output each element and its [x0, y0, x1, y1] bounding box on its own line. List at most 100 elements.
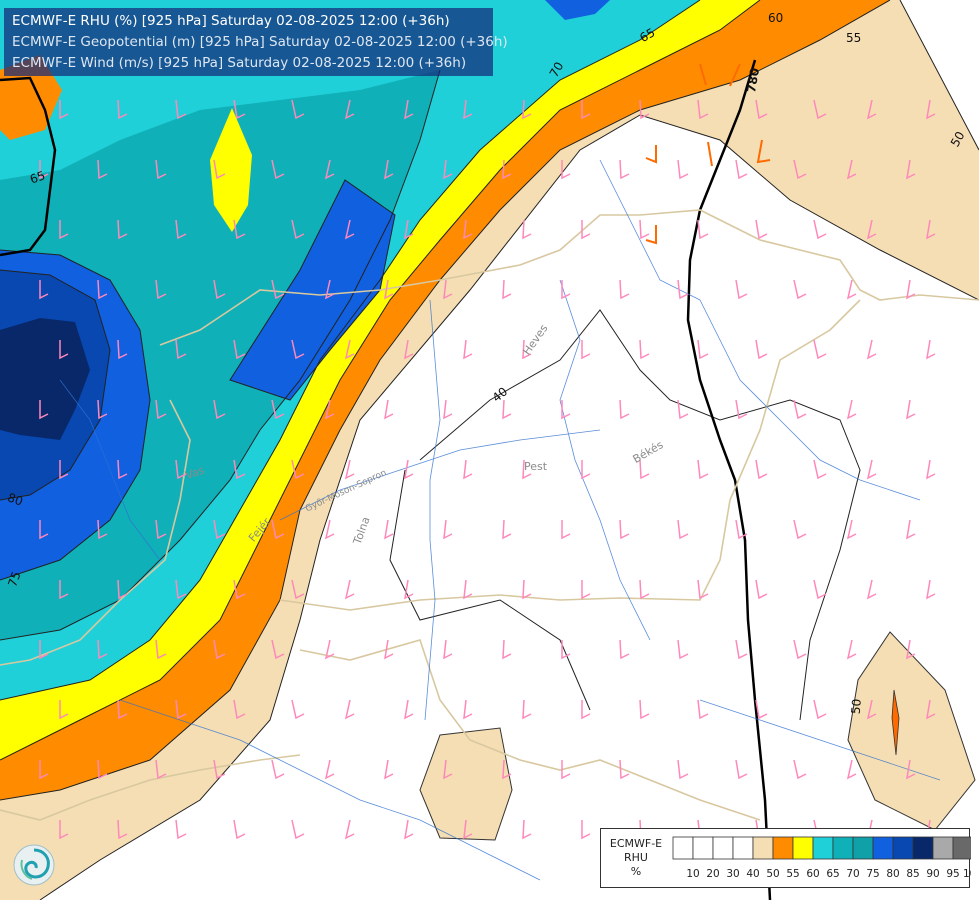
wind-barb-22	[384, 159, 394, 180]
wind-barb-160	[59, 700, 69, 720]
wind-barb-155	[677, 639, 689, 660]
legend-tick-55: 55	[786, 868, 799, 880]
wind-barb-2	[175, 99, 187, 120]
legend-tick-95: 95	[946, 868, 959, 880]
wind-barb-57	[561, 280, 571, 300]
wind-barb-180	[271, 759, 285, 780]
wind-barb-8	[522, 99, 532, 120]
wind-barb-60	[735, 279, 748, 300]
wind-barb-137	[581, 580, 591, 600]
geopotential-line-northwest	[0, 76, 57, 257]
wind-barb-139	[697, 579, 709, 600]
legend-tick-85: 85	[906, 868, 919, 880]
wind-barb-152	[502, 639, 512, 660]
legend-tick-40: 40	[746, 868, 759, 880]
wind-barb-158	[846, 639, 857, 660]
rh-band-50-south	[419, 727, 513, 841]
region-label-heves: Heves	[520, 322, 550, 358]
wind-barb-42	[639, 219, 650, 240]
geopotential-label-780: 780	[744, 67, 762, 94]
admin-borders	[0, 209, 979, 821]
legend-swatch-4	[752, 836, 774, 860]
wind-barb-65	[117, 339, 128, 360]
wind-barb-98	[175, 459, 187, 480]
wind-barb-148	[271, 639, 285, 660]
wind-barb-110	[866, 459, 877, 480]
wind-barb-12	[755, 99, 768, 120]
wind-barb-77	[813, 339, 827, 360]
wind-barb-63	[906, 279, 916, 300]
wind-barb-140	[755, 579, 768, 600]
wind-barb-172	[755, 699, 768, 720]
rh-band-75-northtop	[545, 0, 610, 20]
wind-barb-182	[384, 759, 394, 780]
wind-barb-145	[97, 639, 108, 660]
wind-barb-179	[213, 759, 226, 780]
wind-barbs-orange	[645, 63, 771, 245]
wind-barb-162	[175, 699, 187, 720]
wind-barb-36	[291, 219, 305, 240]
wind-barb-154	[619, 639, 630, 660]
wind-barb-51	[213, 279, 226, 300]
wind-barb-105	[581, 460, 591, 480]
wind-barb-112	[39, 520, 49, 540]
wind-barb-52	[271, 279, 285, 300]
wind-barb-166	[404, 699, 414, 720]
contour-label-50: 50	[948, 129, 968, 149]
wind-barb-20	[271, 159, 285, 180]
wind-barb-64	[59, 340, 69, 360]
legend-tick-70: 70	[846, 868, 859, 880]
legend-labels: ECMWF-E RHU %	[605, 837, 667, 879]
wind-barb-176	[39, 760, 49, 780]
logo-swirl-inner-icon	[20, 859, 33, 880]
legend-swatch-8	[832, 836, 854, 860]
wind-barb-134	[404, 579, 414, 600]
wind-barb-187	[677, 759, 689, 780]
wind-barb-99	[233, 459, 246, 480]
wind-barb-100	[291, 459, 305, 480]
wind-barb-39	[463, 219, 473, 240]
wind-barb-173	[813, 699, 827, 720]
wind-barb-41	[581, 220, 591, 240]
wind-barb-146	[155, 639, 167, 660]
wind-barb-198	[404, 819, 414, 840]
wind-barb-94	[846, 399, 857, 420]
contour-label-80: 80	[6, 490, 25, 508]
wind-barb-109	[813, 459, 827, 480]
wind-barb-43	[697, 219, 709, 240]
wind-barb-116	[271, 519, 285, 540]
wind-barb-132	[291, 579, 305, 600]
legend-swatch-2	[712, 836, 734, 860]
wind-barb-44	[755, 219, 768, 240]
wind-barb-87	[443, 399, 453, 420]
wind-barb-143	[926, 579, 936, 600]
ecmwf-logo	[13, 844, 55, 886]
wind-barb-104	[522, 459, 532, 480]
wind-barb-79	[926, 339, 936, 360]
legend-swatch-14	[952, 836, 971, 860]
contour-label-50b: 50	[849, 698, 864, 714]
wind-barb-93	[793, 399, 807, 420]
legend-tick-90: 90	[926, 868, 939, 880]
wind-barb-83	[213, 399, 226, 420]
contour-label-55: 55	[846, 31, 861, 45]
legend-scale: 10 20 30 40 50 55 60 65 70 75 80 85 90 95 100	[672, 836, 971, 880]
wind-barb-102	[404, 459, 414, 480]
wind-barb-126	[846, 519, 857, 540]
wind-barb-107	[697, 459, 709, 480]
wind-barb-11	[697, 99, 709, 120]
wind-barb-9	[581, 100, 591, 120]
wind-barb-85	[324, 399, 335, 420]
wind-barb-14	[866, 99, 877, 120]
geopotential-780-line	[686, 59, 772, 900]
wind-barb-21	[324, 159, 335, 180]
title-box: ECMWF-E RHU (%) [925 hPa] Saturday 02-08…	[4, 8, 508, 76]
wind-barb-89	[561, 400, 571, 420]
wind-barb-80	[39, 400, 49, 420]
wind-barb-117	[324, 519, 335, 540]
wind-barb-1	[117, 99, 128, 120]
legend-tick-50: 50	[766, 868, 779, 880]
wind-barb-45	[813, 219, 827, 240]
